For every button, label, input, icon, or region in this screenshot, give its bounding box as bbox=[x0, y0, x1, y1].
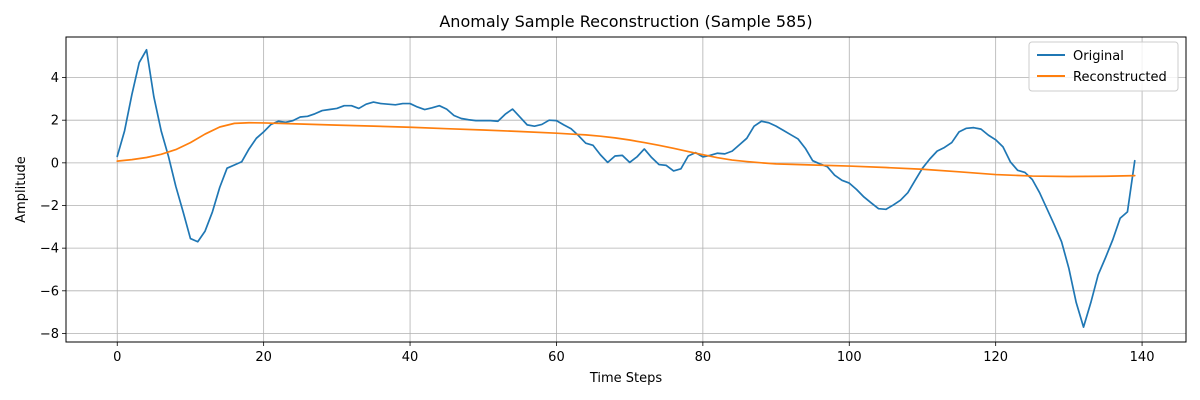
y-tick-label: −8 bbox=[40, 327, 59, 342]
y-tick-label: −2 bbox=[40, 199, 59, 214]
x-tick-label: 100 bbox=[837, 350, 862, 365]
series-line-original bbox=[116, 48, 1136, 328]
x-tick-label: 20 bbox=[255, 350, 272, 365]
legend-box bbox=[1028, 41, 1179, 92]
x-tick-label: 60 bbox=[548, 350, 565, 365]
legend-label-reconstructed: Reconstructed bbox=[1073, 70, 1167, 85]
series-line-reconstructed bbox=[116, 121, 1136, 178]
series-lines bbox=[116, 48, 1136, 328]
axis-ticks: 0 20 40 60 80 100 120 140 −8 −6 −4 −2 0 2 4 bbox=[40, 71, 1155, 365]
x-tick-label: 120 bbox=[983, 350, 1008, 365]
y-tick-label: −6 bbox=[40, 284, 59, 299]
x-tick-label: 40 bbox=[402, 350, 419, 365]
y-tick-label: 0 bbox=[51, 156, 59, 171]
legend: Original Reconstructed bbox=[1028, 41, 1179, 92]
x-tick-label: 80 bbox=[695, 350, 712, 365]
x-axis-label: Time Steps bbox=[589, 371, 663, 386]
y-axis-label: Amplitude bbox=[14, 156, 29, 223]
x-tick-label: 0 bbox=[113, 350, 121, 365]
y-tick-label: −4 bbox=[40, 242, 59, 257]
x-tick-label: 140 bbox=[1130, 350, 1155, 365]
plot-frame bbox=[65, 36, 1187, 343]
chart-title: Anomaly Sample Reconstruction (Sample 58… bbox=[439, 12, 812, 31]
y-tick-label: 2 bbox=[51, 114, 59, 129]
legend-label-original: Original bbox=[1073, 49, 1124, 64]
y-tick-label: 4 bbox=[51, 71, 59, 86]
